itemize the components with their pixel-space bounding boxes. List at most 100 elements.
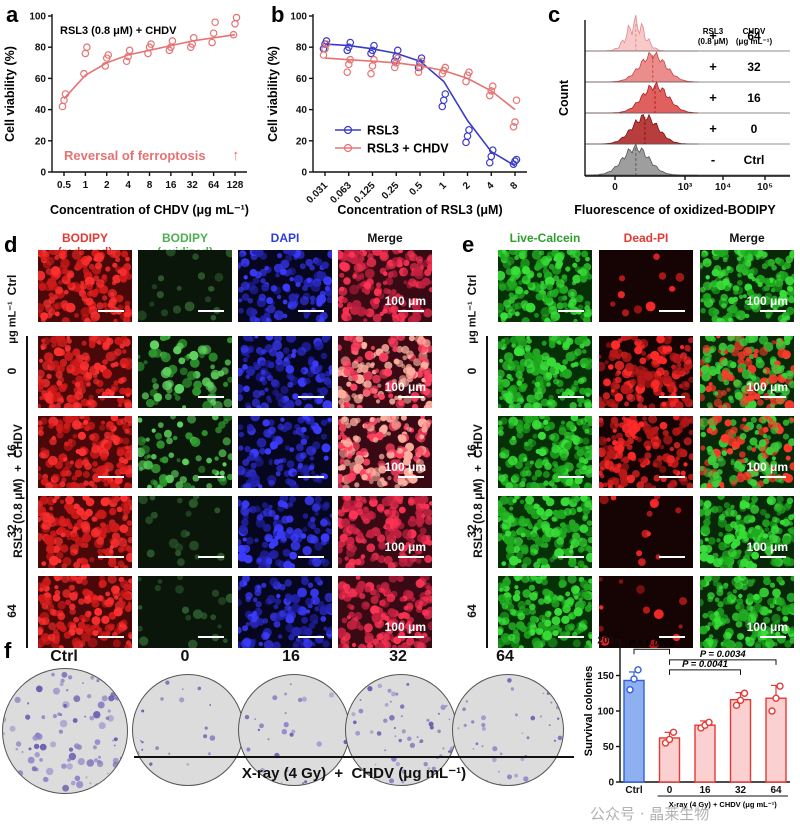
dish-label: 64 — [452, 648, 558, 666]
micrograph: 100 μm — [338, 496, 432, 568]
y-axis-label: Cell viability (%) — [3, 46, 17, 142]
data-point — [777, 683, 783, 689]
y-axis-label: Cell viability (%) — [266, 46, 280, 142]
data-point — [513, 97, 519, 103]
data-point — [82, 50, 88, 56]
dish-label: Ctrl — [2, 648, 126, 666]
x-axis-label: Concentration of RSL3 (μM) — [337, 203, 502, 217]
legend-label: RSL3 + CHDV — [367, 142, 449, 156]
scale-bar-label: 100 μm — [747, 540, 788, 554]
x-tick-label: 0.25 — [380, 180, 402, 202]
scale-bar — [198, 556, 224, 558]
legend-header-rsl3-unit: (0.8 μM) — [698, 37, 729, 46]
x-tick-label: 16 — [699, 785, 711, 796]
y-tick-label: 60 — [296, 74, 308, 85]
y-tick-label: 40 — [35, 105, 47, 116]
dish-label: 0 — [132, 648, 238, 666]
data-point — [769, 708, 775, 714]
micrograph — [498, 336, 592, 408]
column-header: DAPI — [238, 231, 332, 245]
data-point — [631, 676, 637, 682]
data-point — [635, 667, 641, 673]
scale-bar — [558, 556, 584, 558]
data-point — [513, 156, 519, 162]
rsl3-sign: - — [711, 152, 715, 167]
row-label: 0 — [5, 351, 19, 391]
panel-label-e: e — [462, 232, 474, 257]
data-point — [344, 69, 350, 75]
y-tick-label: 100 — [290, 12, 307, 23]
scale-bar — [760, 310, 786, 312]
panel-label-d: d — [4, 232, 17, 257]
scale-bar — [659, 396, 685, 398]
micrograph — [599, 416, 693, 488]
data-point — [169, 38, 175, 44]
x-tick-label: 0.031 — [305, 180, 331, 206]
y-tick-label: 20 — [296, 136, 308, 147]
scale-bar — [298, 310, 324, 312]
data-point — [463, 139, 469, 145]
histogram-row — [585, 144, 698, 175]
annotation-reversal: Reversal of ferroptosis — [64, 148, 206, 163]
scale-bar-label: 100 μm — [385, 540, 426, 554]
scale-bar — [98, 556, 124, 558]
scale-bar-label: 100 μm — [747, 380, 788, 394]
x-tick-label: 0.063 — [328, 180, 354, 206]
y-tick-label: 150 — [597, 671, 614, 682]
row-label: 64 — [5, 591, 19, 631]
micrograph: 100 μm — [338, 336, 432, 408]
scale-bar — [398, 310, 424, 312]
histogram-row — [585, 15, 698, 51]
x-tick-label: 0.5 — [57, 180, 71, 191]
micrograph: 100 μm — [338, 250, 432, 322]
scale-bar — [98, 310, 124, 312]
significance-bracket — [634, 649, 670, 654]
x-tick-label: 32 — [187, 180, 199, 191]
data-point — [368, 71, 374, 77]
y-tick-label: 100 — [597, 707, 614, 718]
data-point — [671, 729, 677, 735]
xray-group-label: X-ray (4 Gy) + CHDV (μg mL⁻¹) — [134, 764, 574, 782]
x-tick-label: 32 — [735, 785, 747, 796]
micrograph — [599, 336, 693, 408]
group-bracket — [26, 336, 28, 648]
scale-bar-label: 100 μm — [385, 460, 426, 474]
y-tick-label: 80 — [35, 43, 47, 54]
row-label: 0 — [465, 351, 479, 391]
micrograph — [498, 250, 592, 322]
p-value-label: P = 0.0034 — [700, 649, 747, 660]
micrograph — [238, 336, 332, 408]
scale-bar — [760, 476, 786, 478]
x-tick-label: 16 — [165, 180, 177, 191]
y-axis-label: Count — [557, 79, 571, 116]
y-tick-label: 0 — [608, 778, 614, 789]
micrograph — [599, 496, 693, 568]
micrograph — [38, 416, 132, 488]
data-point — [233, 14, 239, 20]
scale-bar — [398, 556, 424, 558]
scale-bar-label: 100 μm — [747, 460, 788, 474]
micrograph — [138, 416, 232, 488]
micrograph — [138, 336, 232, 408]
x-tick-label: 2 — [461, 180, 473, 192]
data-point — [466, 127, 472, 133]
data-point — [667, 736, 673, 742]
fit-curve — [325, 58, 515, 110]
x-tick-label: 4 — [485, 180, 497, 192]
dish-label: 32 — [345, 648, 451, 666]
micrograph: 100 μm — [700, 250, 794, 322]
data-point — [320, 52, 326, 58]
column-header: Dead-PI — [599, 231, 693, 245]
data-point — [773, 695, 779, 701]
data-point — [84, 44, 90, 50]
data-point — [738, 697, 744, 703]
x-tick-label: 10⁵ — [757, 182, 773, 193]
column-header: Merge — [700, 231, 794, 245]
column-header: Live-Calcein — [498, 231, 592, 245]
histogram-row — [585, 52, 698, 82]
p-value-label: P = 0.0041 — [682, 659, 728, 670]
y-tick-label: 20 — [35, 136, 47, 147]
x-tick-label: 0.125 — [352, 180, 378, 206]
